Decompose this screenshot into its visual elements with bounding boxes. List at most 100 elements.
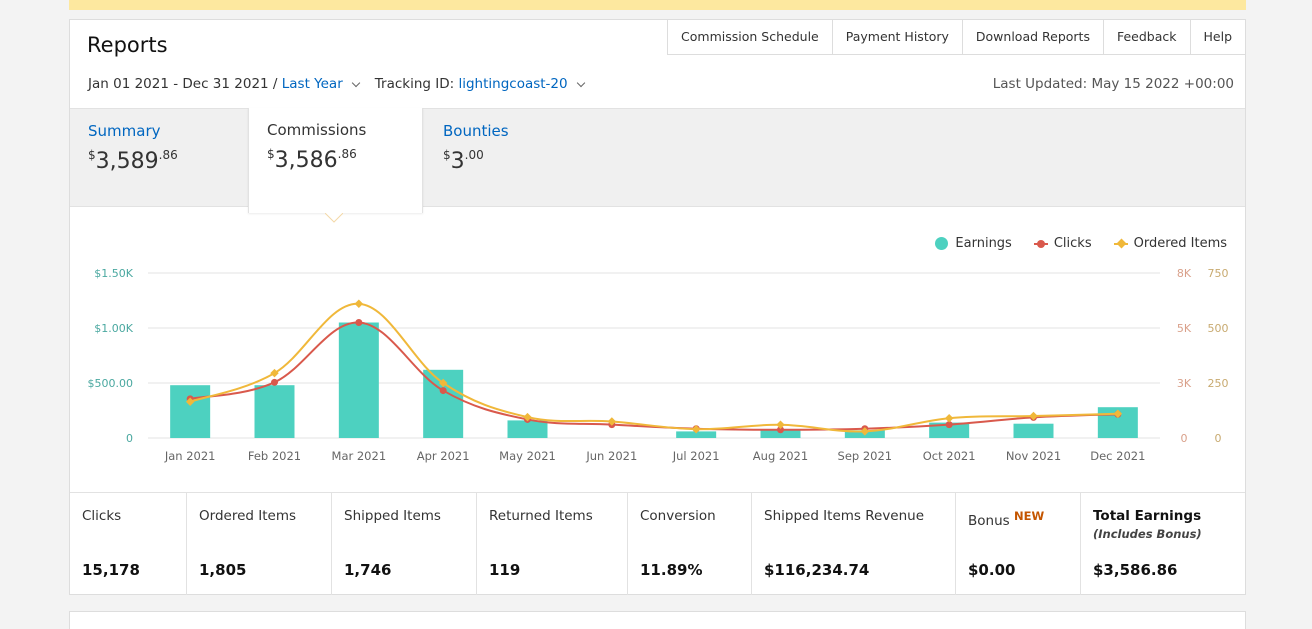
date-range-text: Jan 01 2021 - Dec 31 2021 / (88, 76, 282, 92)
right-axis-clicks-tick: 8K (1177, 267, 1192, 280)
stat-value: 11.89% (640, 561, 703, 579)
new-badge: NEW (1013, 509, 1045, 523)
clicks-point (355, 319, 363, 326)
tab-bounties-amount: $3.00 (443, 148, 484, 174)
chart-legend: Earnings Clicks Ordered Items (913, 236, 1227, 251)
ordered-items-point (523, 412, 532, 422)
stat-value: $116,234.74 (764, 561, 870, 579)
stat-ordered-items: Ordered Items 1,805 (187, 493, 332, 595)
stat-value: 15,178 (82, 561, 140, 579)
tab-bounties[interactable]: Bounties $3.00 (425, 109, 603, 207)
tab-commissions-amount: $3,586.86 (267, 147, 357, 173)
last-updated-text: Last Updated: May 15 2022 +00:00 (992, 76, 1234, 92)
ordered-items-line (189, 302, 1118, 433)
left-axis-tick: $1.50K (94, 267, 133, 280)
earnings-bar (929, 422, 970, 438)
tab-commissions[interactable]: Commissions $3,586.86 (248, 108, 423, 213)
chart-svg: $1.50K 8K 750 $1.00K 5K 500 $500.00 3K 250 0 0 0 Jan… (88, 267, 1229, 463)
tab-summary[interactable]: Summary $3,589.86 (70, 109, 248, 207)
stat-label: Shipped Items (344, 508, 441, 524)
ordered-items-point (185, 397, 195, 406)
header-links: Commission Schedule Payment History Down… (667, 19, 1246, 55)
payment-history-link[interactable]: Payment History (832, 19, 963, 55)
reports-card: Reports Commission Schedule Payment Hist… (69, 19, 1246, 595)
x-axis-tick: Dec 2021 (1090, 449, 1145, 463)
stat-label: Returned Items (489, 508, 593, 524)
legend-clicks[interactable]: Clicks (1033, 236, 1092, 251)
x-axis-tick: Apr 2021 (417, 449, 470, 463)
summary-tabs: Summary $3,589.86 Commissions $3,586.86 … (70, 108, 1245, 213)
tracking-id-label: Tracking ID: (374, 76, 459, 92)
tab-commissions-label: Commissions (267, 121, 367, 139)
earnings-bar (254, 385, 295, 438)
stat-value: 119 (489, 561, 521, 579)
stat-value: 1,746 (344, 561, 392, 579)
right-axis-ordered-tick: 250 (1208, 377, 1229, 390)
x-axis-tick: Mar 2021 (332, 449, 387, 463)
ordered-items-point (944, 413, 954, 423)
left-axis-tick: 0 (126, 432, 133, 445)
chevron-down-icon[interactable] (351, 78, 361, 87)
secondary-card (69, 611, 1246, 629)
page-title: Reports (87, 33, 168, 57)
x-axis-tick: Sep 2021 (838, 449, 893, 463)
stat-sublabel: (Includes Bonus) (1093, 527, 1202, 541)
legend-ordered-items[interactable]: Ordered Items (1113, 236, 1227, 251)
legend-earnings-label: Earnings (955, 236, 1012, 251)
right-axis-ordered-tick: 750 (1208, 267, 1229, 280)
stat-value: $3,586.86 (1093, 561, 1178, 579)
feedback-link[interactable]: Feedback (1103, 19, 1191, 55)
earnings-dot-icon (935, 237, 949, 250)
legend-earnings[interactable]: Earnings (935, 236, 1012, 251)
stat-label: Conversion (640, 508, 716, 524)
stat-shipped-items-revenue: Shipped Items Revenue $116,234.74 (752, 493, 956, 595)
earnings-bar (676, 431, 717, 438)
x-axis-tick: Feb 2021 (248, 449, 301, 463)
clicks-point (945, 421, 953, 429)
earnings-bar (338, 322, 379, 438)
legend-ordered-items-label: Ordered Items (1133, 236, 1227, 251)
stat-label: Clicks (82, 508, 122, 524)
active-tab-pointer-icon (325, 213, 343, 223)
stat-clicks: Clicks 15,178 (70, 493, 187, 595)
earnings-bar (1013, 423, 1054, 438)
tab-summary-label: Summary (88, 122, 161, 140)
legend-clicks-label: Clicks (1053, 236, 1092, 251)
right-axis-ordered-tick: 0 (1215, 432, 1222, 445)
x-axis-tick: Aug 2021 (753, 449, 808, 463)
stats-row: Clicks 15,178 Ordered Items 1,805 Shippe… (70, 492, 1245, 595)
tracking-id-dropdown[interactable]: lightingcoast-20 (458, 76, 568, 92)
report-filters: Jan 01 2021 - Dec 31 2021 / Last Year Tr… (88, 76, 592, 92)
help-link[interactable]: Help (1190, 19, 1246, 55)
commission-schedule-link[interactable]: Commission Schedule (667, 19, 833, 55)
stat-total-earnings: Total Earnings (Includes Bonus) $3,586.8… (1081, 493, 1245, 595)
tab-summary-amount: $3,589.86 (88, 148, 178, 174)
x-axis-tick: Nov 2021 (1006, 449, 1061, 463)
left-axis-tick: $500.00 (88, 377, 134, 390)
clicks-point (271, 378, 278, 386)
stat-returned-items: Returned Items 119 (477, 493, 628, 595)
stat-label: Bonus NEW (968, 509, 1045, 529)
right-axis-clicks-tick: 3K (1177, 377, 1192, 390)
stat-value: 1,805 (199, 561, 247, 579)
x-axis-tick: Jan 2021 (164, 449, 216, 463)
download-reports-link[interactable]: Download Reports (962, 19, 1104, 55)
ordered-items-point (1029, 411, 1038, 421)
ordered-items-point (270, 368, 279, 378)
clicks-point (439, 387, 447, 395)
stat-shipped-items: Shipped Items 1,746 (332, 493, 477, 595)
tab-bounties-label: Bounties (443, 122, 509, 140)
period-dropdown[interactable]: Last Year (281, 76, 343, 92)
ordered-items-point (776, 420, 785, 430)
chevron-down-icon[interactable] (576, 78, 585, 87)
ordered-items-line-icon (1113, 238, 1128, 250)
earnings-bar (507, 420, 548, 438)
stat-conversion: Conversion 11.89% (628, 493, 752, 595)
earnings-bar (170, 385, 211, 438)
stat-value: $0.00 (968, 561, 1016, 579)
clicks-line (189, 321, 1118, 431)
notification-banner (69, 0, 1246, 10)
x-axis-tick: Jul 2021 (672, 449, 720, 463)
ordered-items-point (354, 299, 364, 309)
x-axis-tick: May 2021 (499, 449, 556, 463)
